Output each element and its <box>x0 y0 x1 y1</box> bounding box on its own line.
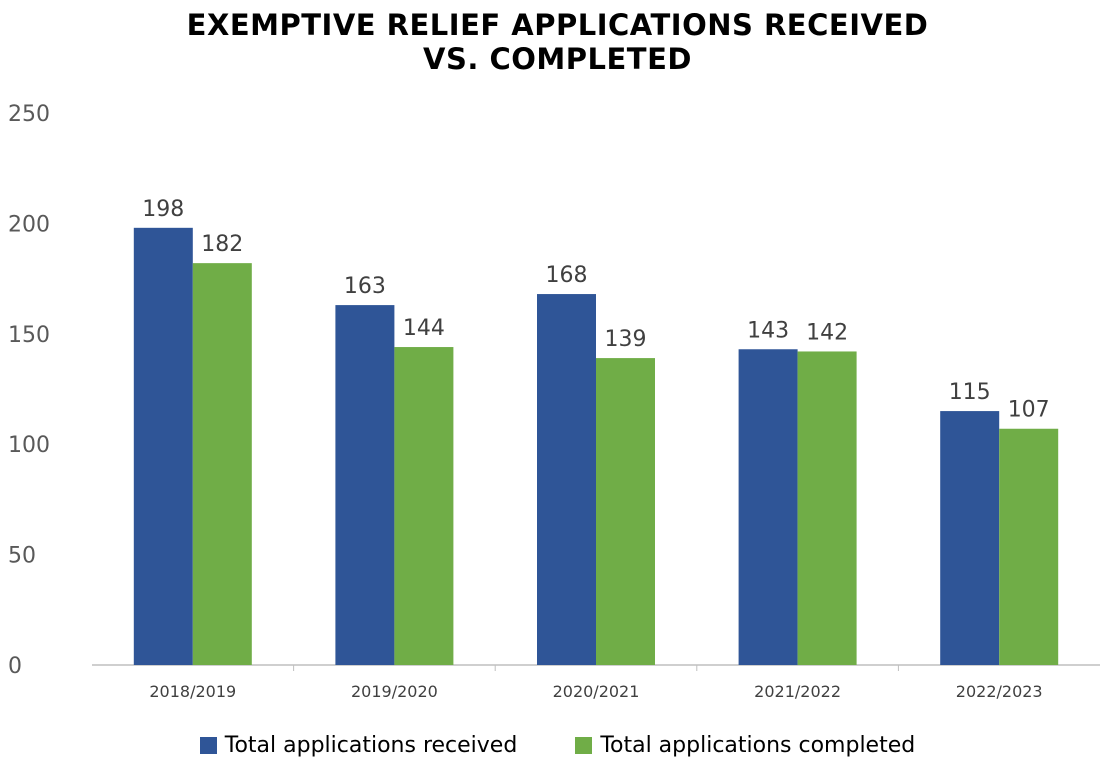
legend-item-completed: Total applications completed <box>575 733 915 758</box>
legend-item-received: Total applications received <box>199 733 518 758</box>
legend-label-received: Total applications received <box>224 733 518 758</box>
bar-completed <box>192 263 252 665</box>
bar-completed <box>797 351 857 665</box>
x-tick-label: 2018/2019 <box>149 682 236 701</box>
data-label-completed: 139 <box>605 327 647 352</box>
data-label-received: 143 <box>747 318 789 343</box>
legend-swatch-completed <box>575 737 593 754</box>
y-tick-label: 100 <box>8 433 50 458</box>
chart-title-line-1: EXEMPTIVE RELIEF APPLICATIONS RECEIVED <box>186 8 929 42</box>
data-label-completed: 107 <box>1008 398 1050 423</box>
bar-received <box>335 305 395 665</box>
bar-completed <box>999 428 1059 665</box>
chart-title-line-2: VS. COMPLETED <box>423 42 692 76</box>
y-tick-label: 50 <box>8 544 36 569</box>
y-tick-label: 250 <box>8 102 50 127</box>
bar-received <box>940 411 1000 665</box>
bar-received <box>133 227 193 666</box>
x-tick-label: 2020/2021 <box>553 682 640 701</box>
data-label-received: 168 <box>546 263 588 288</box>
legend-swatch-received <box>199 737 217 754</box>
data-label-completed: 142 <box>806 320 848 345</box>
data-label-received: 198 <box>142 197 184 222</box>
y-tick-label: 200 <box>8 212 50 237</box>
bar-completed <box>596 358 655 665</box>
y-tick-label: 150 <box>8 323 50 348</box>
data-label-completed: 182 <box>201 232 243 257</box>
bar-received <box>738 349 798 665</box>
x-tick-label: 2019/2020 <box>351 682 438 701</box>
y-tick-label: 0 <box>8 654 22 679</box>
bar-received <box>537 294 596 665</box>
x-tick-label: 2022/2023 <box>956 682 1043 701</box>
data-label-received: 115 <box>949 380 991 405</box>
legend: Total applications received Total applic… <box>0 733 1115 758</box>
legend-label-completed: Total applications completed <box>600 733 916 758</box>
data-label-completed: 144 <box>403 316 445 341</box>
data-label-received: 163 <box>344 274 386 299</box>
x-tick-label: 2021/2022 <box>754 682 841 701</box>
bar-completed <box>394 347 454 665</box>
plot-area: 0 50 100 150 200 250 2018/2019 198 182 2019/2020 1… <box>8 102 1100 701</box>
